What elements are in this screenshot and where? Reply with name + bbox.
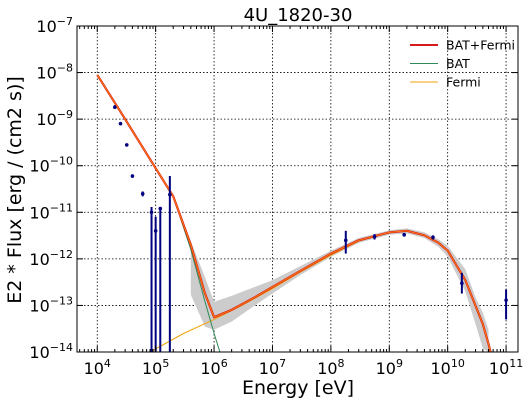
x-tick-label: 1011 [489,357,523,378]
data-points [113,105,508,352]
y-tick-label: 10−8 [36,62,73,83]
data-point [158,206,163,211]
x-tick-label: 106 [200,357,227,378]
y-tick-label: 10−14 [29,341,73,362]
data-point [460,281,464,286]
x-tick-label: 105 [142,357,169,378]
y-tick-label: 10−10 [29,155,73,176]
x-tick-labels: 104 105 106 107 108 109 1010 1011 [84,357,524,378]
x-tick-label: 1010 [430,357,464,378]
data-point [140,191,145,196]
data-point [504,298,508,302]
data-point [149,210,154,215]
y-tick-label: 10−11 [29,201,73,222]
legend-label: Fermi [446,75,481,90]
band-area [190,228,489,352]
data-point [124,143,129,147]
y-tick-label: 10−9 [36,108,73,129]
axis-ticks [77,25,518,353]
y-tick-labels: 10−14 10−13 10−12 10−11 10−10 10−9 10−8 10−7 [29,15,73,362]
x-axis-label: Energy [eV] [242,377,354,399]
legend: BAT+Fermi BAT Fermi [410,38,515,90]
legend-label: BAT+Fermi [446,38,515,53]
data-point [431,235,435,240]
data-point [130,174,135,178]
data-point [113,105,117,110]
x-tick-label: 107 [259,357,286,378]
data-point [118,121,123,126]
data-point [343,238,348,243]
x-tick-label: 104 [84,357,111,378]
y-axis-label: E2 * Flux [erg / (cm2 s)] [4,76,26,304]
model-curves [96,74,492,352]
y-tick-label: 10−13 [29,294,73,315]
data-point [372,234,377,239]
legend-label: BAT [446,56,470,71]
y-tick-label: 10−12 [29,248,73,269]
data-point [153,229,158,233]
series-line-bat-fermi-overlay [96,74,492,352]
data-point [402,232,406,237]
uncertainty-band [190,228,489,352]
x-tick-label: 108 [317,357,344,378]
x-tick-label: 109 [376,357,403,378]
plot-frame [76,25,519,353]
chart-title: 4U_1820-30 [244,5,353,26]
y-tick-label: 10−7 [36,15,73,36]
data-point [168,192,172,197]
